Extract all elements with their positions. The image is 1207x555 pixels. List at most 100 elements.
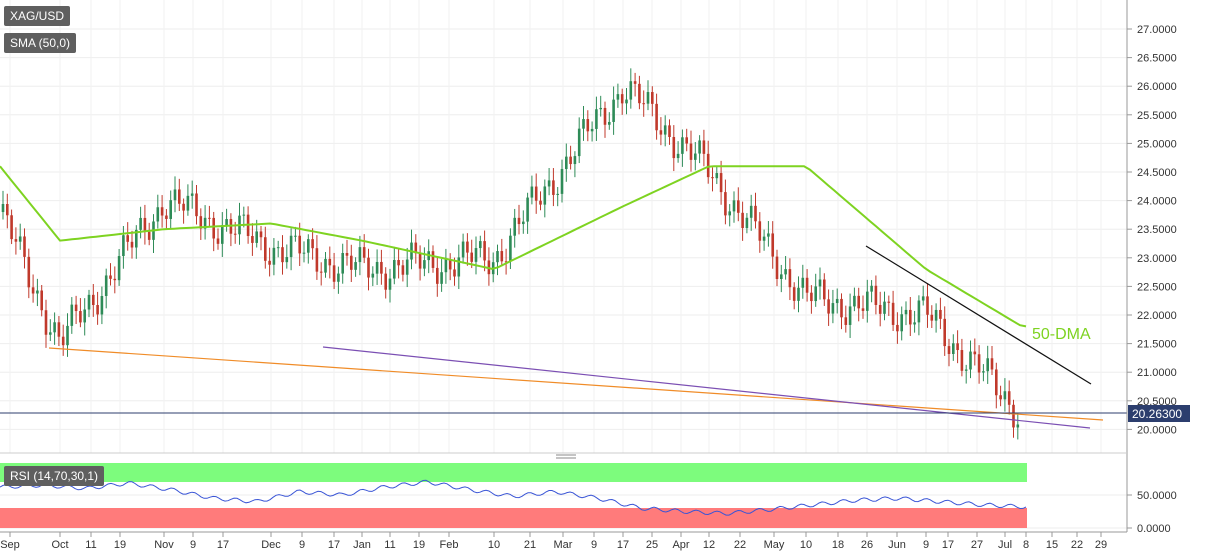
x-tick-label: 18 (832, 539, 844, 551)
candle-body (130, 241, 134, 248)
x-tick-label: 22 (1071, 539, 1083, 551)
candle-body (53, 322, 56, 333)
candle-body (590, 128, 594, 132)
x-tick-label: 9 (190, 539, 196, 551)
candle-body (633, 81, 637, 84)
x-tick-label: Jan (353, 539, 371, 551)
candle-body (513, 217, 516, 236)
candle-body (474, 248, 478, 262)
rsi-indicator-label[interactable]: RSI (14,70,30,1) (4, 466, 105, 486)
x-tick-label: 9 (299, 539, 305, 551)
candle-body (556, 193, 559, 195)
candle-body (23, 236, 26, 257)
candle-body (792, 287, 796, 301)
candle-body (977, 354, 981, 373)
candle-body (113, 278, 117, 281)
candle-body (375, 261, 379, 274)
candle-body (448, 259, 452, 270)
x-tick-label: 19 (114, 539, 126, 551)
x-tick-label: Sep (0, 539, 20, 551)
rsi-line (0, 479, 1027, 516)
candle-body (31, 287, 35, 294)
candle-body (599, 107, 602, 110)
candle-body (939, 309, 942, 319)
candle-body (689, 143, 693, 160)
candle-body (1007, 391, 1011, 405)
candle-body (190, 193, 194, 196)
x-tick-label: 10 (488, 539, 500, 551)
candle-body (539, 200, 542, 205)
candle-body (122, 235, 125, 257)
candle-body (255, 231, 258, 243)
candle-body (999, 395, 1002, 400)
candle-body (724, 192, 727, 216)
candle-body (276, 247, 280, 249)
candle-body (470, 252, 473, 262)
candle-body (418, 253, 422, 269)
candle-body (294, 235, 297, 237)
candle-body (883, 301, 886, 314)
candle-body (362, 247, 366, 258)
candle-body (203, 217, 207, 229)
candle-body (896, 324, 899, 332)
x-tick-label: 9 (923, 539, 929, 551)
y-tick-label: 25.0000 (1137, 138, 1177, 150)
candle-body (354, 262, 357, 270)
x-tick-label: 22 (734, 539, 746, 551)
candle-body (289, 235, 293, 258)
candle-body (221, 225, 224, 244)
candle-body (771, 233, 774, 257)
candle-body (659, 130, 663, 135)
candle-body (135, 229, 138, 248)
candle-body (534, 186, 538, 201)
candle-body (1003, 391, 1007, 400)
candle-body (952, 343, 955, 354)
candle-body (143, 217, 147, 232)
candle-body (818, 279, 822, 287)
candle-body (595, 109, 598, 129)
y-tick-label: 24.0000 (1137, 196, 1177, 208)
candle-body (702, 140, 706, 154)
x-tick-label: 25 (646, 539, 658, 551)
candle-body (358, 247, 362, 263)
symbol-label[interactable]: XAG/USD (4, 6, 71, 26)
candle-body (414, 242, 418, 254)
candle-body (973, 351, 977, 355)
candle-body (676, 153, 680, 159)
y-tick-label: 26.5000 (1137, 53, 1177, 65)
candle-body (61, 336, 65, 346)
candle-body (672, 137, 676, 159)
candle-body (577, 128, 581, 157)
candle-body (264, 237, 267, 261)
candle-body (100, 296, 104, 315)
candle-body (79, 311, 82, 323)
candle-body (173, 189, 177, 201)
candle-body (775, 256, 779, 280)
candle-body (156, 207, 160, 222)
candle-body (251, 236, 254, 243)
candle-body (199, 216, 203, 229)
current-price-label: 20.26300 (1132, 407, 1182, 421)
candle-body (500, 251, 504, 262)
candle-body (663, 125, 667, 135)
candle-body (565, 156, 568, 170)
ma-annotation: 50-DMA (1032, 326, 1091, 343)
y-tick-label: 22.0000 (1137, 310, 1177, 322)
candle-body (1, 204, 5, 213)
candle-body (909, 309, 912, 325)
x-tick-label: 19 (413, 539, 425, 551)
candle-body (83, 309, 86, 323)
candle-body (620, 94, 624, 104)
x-tick-label: 8 (1023, 539, 1029, 551)
candle-body (285, 257, 289, 263)
candle-body (586, 119, 590, 132)
sma-indicator-label[interactable]: SMA (50,0) (4, 33, 77, 53)
candle-body (749, 205, 753, 218)
x-tick-label: Mar (554, 539, 573, 551)
candle-body (694, 153, 697, 160)
candle-body (457, 257, 461, 277)
candle-body (444, 259, 448, 273)
candle-body (517, 217, 521, 225)
x-tick-label: 17 (942, 539, 954, 551)
